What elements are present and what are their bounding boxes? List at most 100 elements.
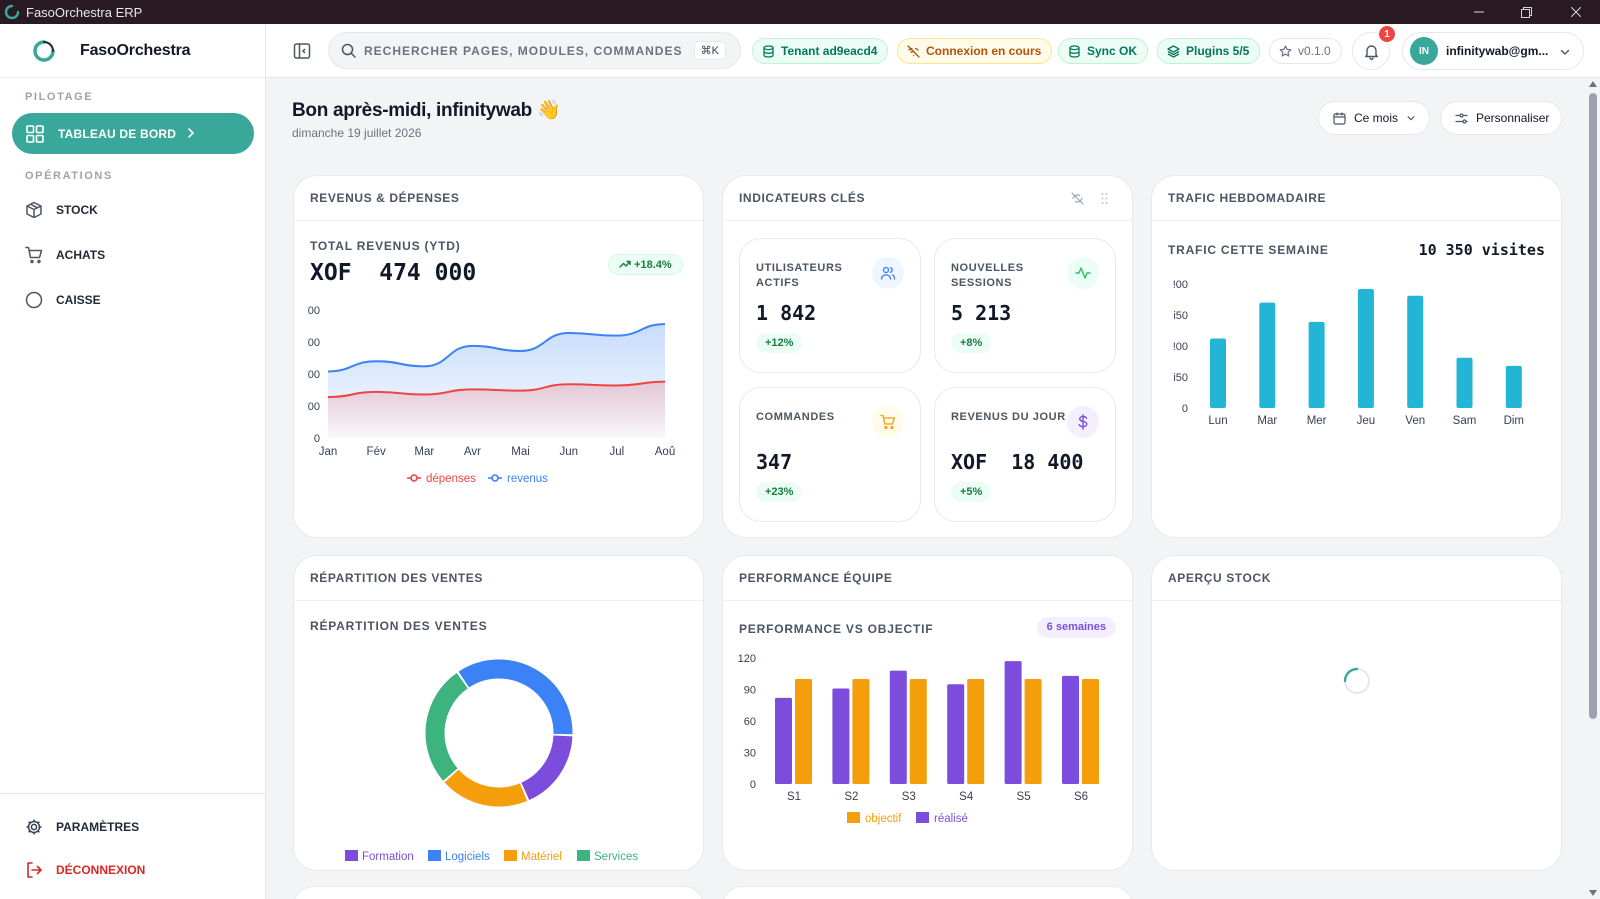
legend-label: Formation: [362, 851, 414, 863]
page-title: Bon après-midi, infinitywab 👋: [292, 100, 561, 121]
kpi-change: +5%: [951, 482, 992, 502]
scroll-down-icon[interactable]: [1589, 890, 1597, 896]
layers-icon: [1167, 44, 1180, 58]
close-icon: [1571, 7, 1581, 17]
x-tick-label: Jul: [610, 446, 625, 458]
kpi-change: +12%: [756, 333, 803, 353]
kpi-new-sessions[interactable]: NOUVELLES SESSIONS 5 213 +8%: [934, 238, 1116, 373]
y-tick-label: 120: [738, 653, 756, 665]
x-tick-label: S5: [1017, 791, 1031, 803]
bar-objectif: [852, 679, 870, 784]
sidebar-toggle-icon[interactable]: [293, 42, 311, 60]
search-icon: [341, 43, 356, 58]
bar-objectif: [909, 679, 927, 784]
logout-link[interactable]: DÉCONNEXION: [25, 861, 145, 879]
sidebar-item-caisse[interactable]: CAISSE: [25, 291, 101, 309]
chevron-down-icon: [1560, 49, 1570, 55]
brand[interactable]: FasoOrchestra: [0, 24, 265, 78]
y-tick-label: 00: [308, 337, 320, 349]
legend-label: Matériel: [521, 851, 562, 863]
sidebar-item-tableau-de-bord[interactable]: TABLEAU DE BORD: [12, 113, 254, 154]
traffic-subtitle: TRAFIC CETTE SEMAINE: [1168, 243, 1329, 257]
revenue-change-badge: +18.4%: [608, 254, 683, 275]
plugins-badge[interactable]: Plugins 5/5: [1157, 38, 1261, 64]
kpi-card: INDICATEURS CLÉS UTILISATEURS ACTIFS 1 8…: [722, 175, 1133, 538]
x-tick-label: Mar: [1257, 415, 1277, 427]
x-tick-label: Lun: [1208, 415, 1227, 427]
y-tick-label: 0: [750, 779, 756, 791]
revenue-total: XOF 474 000: [310, 260, 477, 286]
kpi-active-users[interactable]: UTILISATEURS ACTIFS 1 842 +12%: [739, 238, 921, 373]
y-tick-label: !00: [1173, 341, 1188, 353]
scrollbar-thumb[interactable]: [1589, 93, 1597, 719]
activity-icon: [1075, 267, 1091, 279]
slice-matériel: [444, 769, 528, 807]
customize-button[interactable]: Personnaliser: [1440, 101, 1562, 135]
minimize-button[interactable]: [1456, 0, 1502, 24]
search-input[interactable]: RECHERCHER PAGES, MODULES, COMMANDES ⌘K: [328, 32, 741, 69]
legend-label: revenus: [507, 473, 548, 485]
y-tick-label: !00: [1173, 279, 1188, 291]
x-tick-label: Aoû: [655, 446, 675, 458]
sales-donut-chart: Formation Logiciels Matériel Services: [345, 659, 638, 863]
scroll-up-icon[interactable]: [1589, 81, 1597, 87]
legend-label: réalisé: [934, 813, 968, 825]
plugins-label: Plugins 5/5: [1186, 44, 1250, 58]
maximize-button[interactable]: [1503, 0, 1549, 24]
bar-objectif: [1082, 679, 1099, 784]
section-label-pilotage: PILOTAGE: [25, 91, 94, 103]
sidebar-item-label: CAISSE: [56, 293, 101, 307]
team-performance-chart: 120 90 60 30 0 S1 S2 S3 S4 S5 S6 objectif réalisé: [738, 653, 1099, 825]
sidebar-item-achats[interactable]: ACHATS: [25, 246, 105, 264]
period-select[interactable]: Ce mois: [1318, 101, 1430, 135]
sidebar-item-stock[interactable]: STOCK: [25, 201, 98, 219]
y-tick-label: 90: [744, 685, 756, 697]
user-email: infinitywab@gm...: [1446, 44, 1549, 58]
bar-realise: [775, 697, 792, 784]
sync-status-badge[interactable]: Sync OK: [1058, 38, 1149, 64]
legend-swatch: [847, 812, 860, 823]
card-partial: [722, 886, 1133, 899]
version-badge[interactable]: v0.1.0: [1269, 38, 1342, 64]
settings-label: PARAMÈTRES: [56, 820, 140, 834]
drag-handle-icon[interactable]: [1100, 192, 1109, 205]
kpi-icon: [1067, 406, 1099, 438]
cart-icon: [25, 246, 43, 264]
x-tick-label: S4: [959, 791, 974, 803]
kpi-orders[interactable]: COMMANDES 347 +23%: [739, 387, 921, 522]
calendar-icon: [1333, 112, 1346, 125]
sidebar-item-label: ACHATS: [56, 248, 106, 262]
close-button[interactable]: [1553, 0, 1599, 24]
x-tick-label: Jun: [559, 446, 578, 458]
settings-link[interactable]: PARAMÈTRES: [25, 818, 139, 836]
slice-services: [425, 672, 469, 781]
eye-off-icon[interactable]: [1071, 192, 1084, 205]
section-label-operations: OPÉRATIONS: [25, 170, 113, 182]
revenue-subtitle: TOTAL REVENUS (YTD): [310, 239, 461, 253]
legend-swatch: [345, 850, 358, 861]
user-menu[interactable]: IN infinitywab@gm...: [1402, 32, 1584, 70]
chevron-down-icon: [1407, 116, 1415, 121]
kpi-change: +23%: [756, 482, 803, 502]
bar: [1456, 357, 1473, 408]
y-tick-label: 00: [308, 401, 320, 413]
connection-status-badge[interactable]: Connexion en cours: [897, 38, 1053, 64]
kpi-label: NOUVELLES SESSIONS: [951, 262, 1024, 289]
bar-realise: [889, 670, 907, 784]
y-tick-label: i50: [1173, 310, 1188, 322]
x-tick-label: Mer: [1307, 415, 1327, 427]
x-tick-label: Avr: [464, 446, 481, 458]
brand-name: FasoOrchestra: [80, 41, 191, 59]
tenant-badge[interactable]: Tenant ad9eacd4: [752, 38, 889, 64]
sidebar: FasoOrchestra PILOTAGE TABLEAU DE BORD O…: [0, 24, 266, 899]
bar: [1505, 365, 1522, 408]
period-badge: 6 semaines: [1036, 617, 1116, 638]
x-tick-label: Mai: [511, 446, 530, 458]
kpi-value: 5 213: [951, 301, 1012, 325]
y-tick-label: 60: [744, 716, 756, 728]
series-line-revenus: [327, 323, 666, 373]
kpi-daily-revenue[interactable]: REVENUS DU JOUR XOF 18 400 +5%: [934, 387, 1116, 522]
dashboard-icon: [26, 124, 44, 143]
wifi-off-icon: [907, 44, 920, 58]
